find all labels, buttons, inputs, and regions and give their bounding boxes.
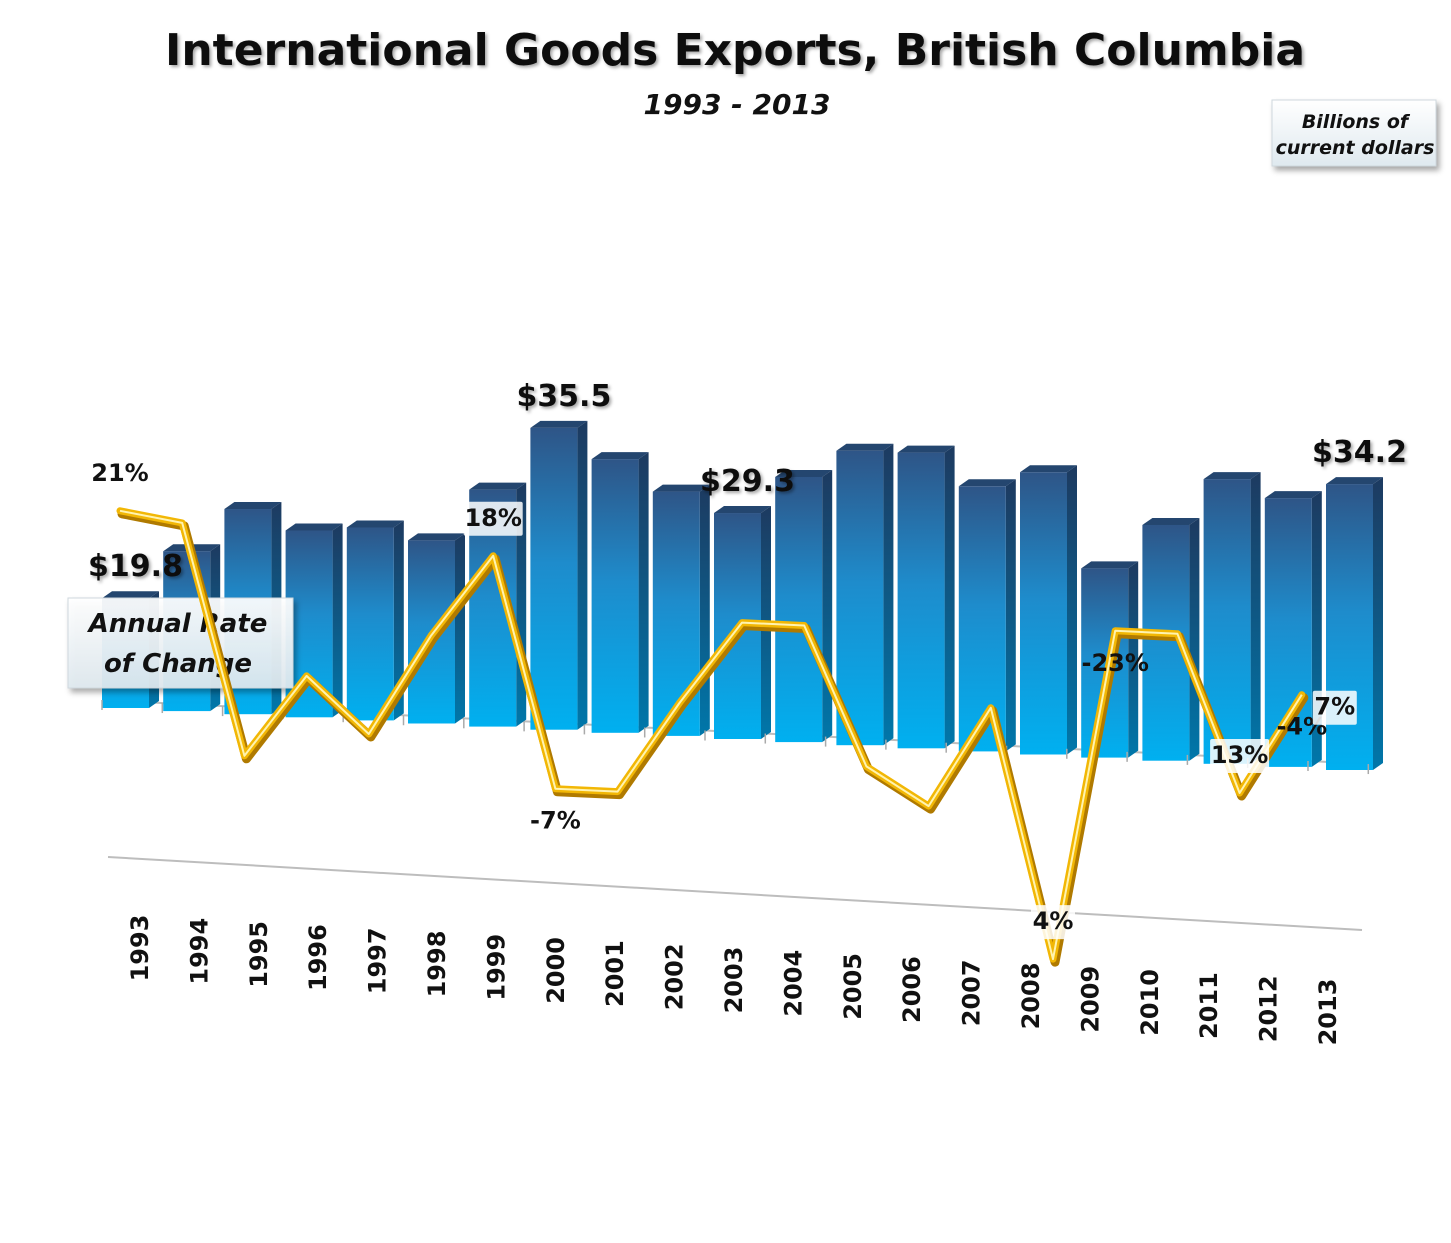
- x-tick-label: 2012: [1255, 975, 1283, 1042]
- x-tick-label: 2000: [542, 937, 570, 1004]
- x-tick-label: 1995: [245, 921, 273, 988]
- bar: [1020, 465, 1077, 755]
- rate-label: -7%: [530, 807, 581, 835]
- bar: [775, 469, 833, 743]
- x-tick-label: 1999: [482, 934, 510, 1001]
- rate-value-label: 13%: [1211, 741, 1268, 769]
- rate-value-label: -23%: [1081, 649, 1148, 677]
- x-tick-label: 2013: [1314, 979, 1342, 1046]
- rate-labels: 21%18%-7%4%-23%13%-4%7%: [90, 456, 1357, 940]
- bar: [958, 479, 1016, 752]
- bar: [530, 420, 588, 730]
- unit-box: [1271, 99, 1437, 167]
- rate-value-label: -7%: [530, 807, 581, 835]
- unit-label-line2: current dollars: [1276, 137, 1435, 159]
- chart-subtitle: 1993 - 2013: [644, 88, 831, 121]
- x-tick-label: 2008: [1017, 963, 1045, 1030]
- rate-label: 13%: [1210, 739, 1270, 773]
- rate-label: 4%: [1031, 905, 1075, 940]
- rate-label: -23%: [1081, 649, 1148, 677]
- rate-line: [116, 507, 1309, 967]
- rate-value-label: 21%: [91, 459, 148, 487]
- x-tick-label: 2011: [1195, 972, 1223, 1039]
- rate-value-label: 7%: [1314, 693, 1355, 721]
- value-labels: $19.8 $35.5 $29.3 $34.2: [88, 379, 1407, 584]
- x-tick-label: 2002: [661, 943, 689, 1010]
- x-tick-label: 1996: [304, 924, 332, 991]
- x-tick-label: 1994: [185, 918, 213, 985]
- rate-label: 21%: [90, 456, 150, 491]
- bar-value-label: $35.5: [516, 379, 611, 414]
- x-tick-label: 2010: [1136, 969, 1164, 1036]
- bar: [1081, 561, 1139, 758]
- rate-label: 7%: [1312, 690, 1357, 725]
- bar-value-label: $19.8: [88, 549, 183, 584]
- bar: [591, 452, 649, 733]
- bar: [897, 445, 955, 749]
- x-tick-label: 2001: [601, 940, 629, 1007]
- x-tick-label: 1998: [423, 931, 451, 998]
- x-tick-label: 1993: [126, 915, 154, 982]
- x-tick-label: 2009: [1076, 966, 1104, 1033]
- rate-legend-line1: Annual Rate: [87, 609, 268, 639]
- unit-label-line1: Billions of: [1302, 111, 1411, 133]
- bar: [346, 520, 404, 721]
- x-tick-label: 2006: [898, 956, 926, 1023]
- x-tick-label: 2007: [958, 959, 986, 1026]
- bar: [1326, 477, 1383, 770]
- chart-title: International Goods Exports, British Col…: [165, 25, 1305, 76]
- bar: [836, 443, 894, 746]
- floor-front-edge: [107, 856, 1363, 931]
- x-axis-labels: 1993 1994 1995 1996 1997 1998 1999 2000 2001 2002…: [126, 915, 1342, 1046]
- rate-value-label: 18%: [464, 504, 521, 532]
- x-tick-label: 1997: [364, 927, 392, 994]
- rate-label: 18%: [463, 501, 523, 536]
- rate-line-highlight: [119, 509, 1303, 961]
- rate-value-label: 4%: [1033, 907, 1074, 935]
- bar-value-label: $29.3: [700, 464, 795, 499]
- x-tick-label: 2004: [779, 950, 807, 1017]
- x-tick-label: 2005: [839, 953, 867, 1020]
- bar: [1203, 472, 1261, 764]
- rate-legend-box: [67, 597, 294, 689]
- rate-legend-line2: of Change: [104, 649, 252, 679]
- x-tick-label: 2003: [720, 947, 748, 1014]
- bar-value-label: $34.2: [1312, 435, 1407, 470]
